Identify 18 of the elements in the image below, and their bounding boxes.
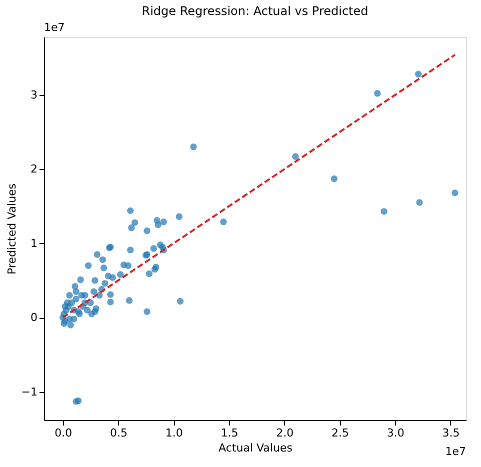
x-tick-label: 0.5 [110,426,128,440]
x-tick-label: 0.0 [54,426,72,440]
x-axis-title: Actual Values [218,442,293,454]
y-tick-label: −1 [21,385,38,398]
text: 1e7 [445,445,466,458]
x-tick-label: 1.0 [165,426,183,440]
y-tick-label: 0 [30,311,38,324]
x-tick-label: 1.5 [220,426,238,440]
x-tick-label: 3.5 [442,426,460,440]
y-tick-label: 1 [30,236,38,250]
text: 1e7 [44,21,65,34]
chart-title: Ridge Regression: Actual vs Predicted [142,4,368,18]
x-tick-label: 2.5 [331,426,349,440]
y-axis-title: Predicted Values [5,183,18,275]
y-tick-label: 2 [30,162,38,176]
y-tick-label: 3 [30,88,38,102]
x-tick-label: 3.0 [386,426,404,440]
x-tick-label: 2.0 [276,426,294,440]
